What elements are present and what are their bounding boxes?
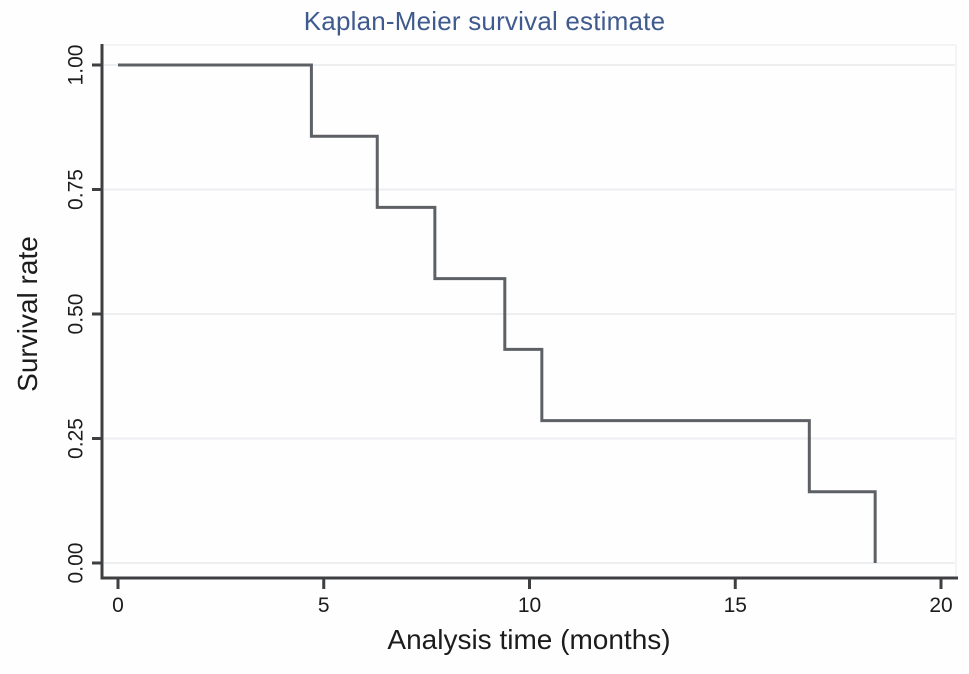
x-tick-label-15: 15 xyxy=(724,594,747,617)
y-tick-label-0.25: 0.25 xyxy=(65,418,88,459)
y-tick-label-1.00: 1.00 xyxy=(65,45,88,86)
chart-title: Kaplan-Meier survival estimate xyxy=(303,6,666,36)
x-axis-label: Analysis time (months) xyxy=(387,624,671,655)
survival-curve xyxy=(118,63,877,563)
x-tick-label-0: 0 xyxy=(112,594,124,617)
x-tick-label-20: 20 xyxy=(929,594,952,617)
x-tick-label-5: 5 xyxy=(318,594,330,617)
y-tick-label-0.00: 0.00 xyxy=(65,543,88,584)
y-tick-label-0.75: 0.75 xyxy=(65,169,88,210)
x-tick-label-10: 10 xyxy=(518,594,541,617)
y-tick-label-0.50: 0.50 xyxy=(65,294,88,335)
